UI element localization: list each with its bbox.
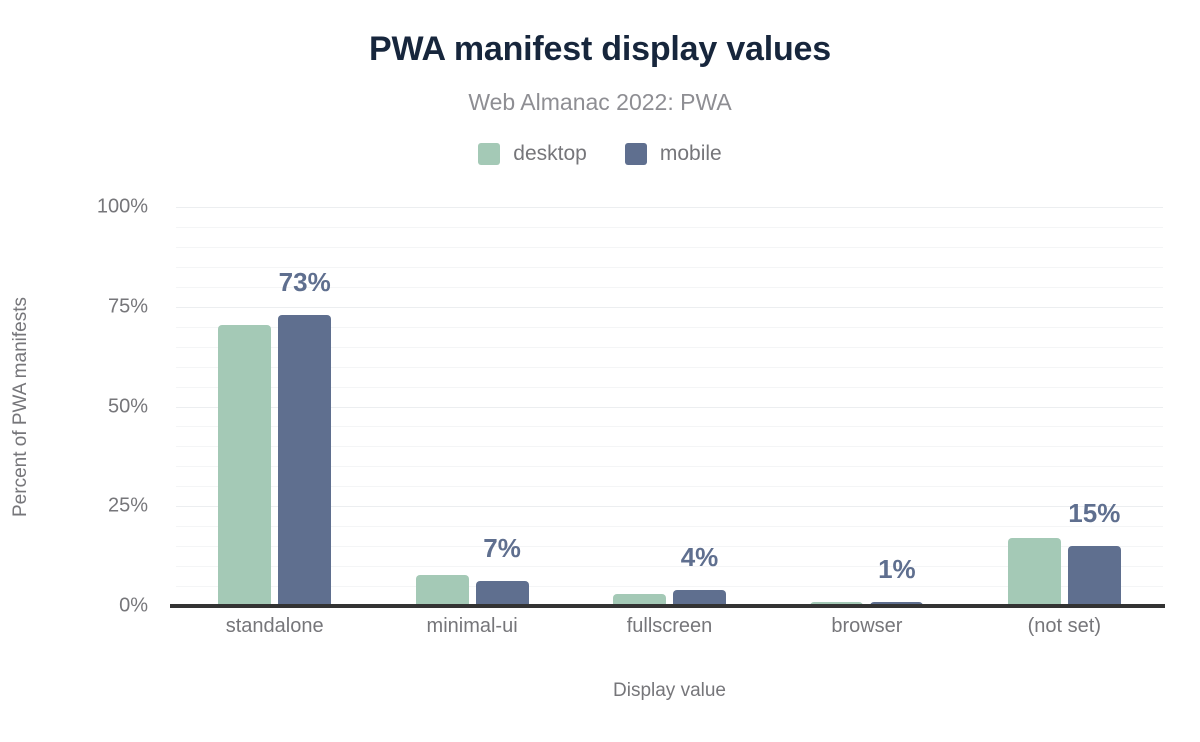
bar-fullscreen-mobile[interactable] (673, 590, 726, 606)
y-axis-tick-label: 75% (107, 295, 148, 318)
chart-legend: desktop mobile (0, 142, 1200, 166)
x-axis-tick-label: browser (831, 615, 903, 637)
gridline-minor (176, 366, 1163, 368)
bar--not-set--desktop[interactable] (1007, 538, 1061, 606)
chart-title: PWA manifest display values (369, 30, 831, 68)
bar-standalone-mobile[interactable] (278, 314, 332, 606)
gridline-major (176, 207, 1163, 208)
gridline-minor (176, 566, 1163, 568)
chart-subtitle: Web Almanac 2022: PWA (468, 89, 732, 115)
gridline-minor (176, 426, 1163, 428)
y-axis-title: Percent of PWA manifests (10, 297, 31, 517)
gridline-minor (176, 266, 1163, 268)
x-axis-title: Display value (613, 680, 726, 701)
x-axis-baseline (170, 604, 1165, 608)
gridline-major (176, 406, 1163, 408)
legend-item-mobile[interactable]: mobile (624, 142, 722, 166)
legend-swatch-icon (624, 143, 647, 165)
gridline-minor (176, 246, 1163, 248)
legend-label: desktop (513, 142, 587, 165)
gridline-minor (176, 486, 1163, 488)
legend-swatch-icon (478, 143, 501, 165)
x-axis-tick-label: standalone (225, 615, 324, 637)
gridline-minor (176, 466, 1163, 468)
y-axis-tick-label: 25% (107, 494, 148, 517)
bar-minimal-ui-mobile[interactable] (475, 580, 529, 606)
bar-value-label: 4% (680, 542, 719, 573)
bar-minimal-ui-desktop[interactable] (415, 574, 469, 606)
bar-value-label: 15% (1068, 498, 1121, 529)
bar-value-label: 7% (483, 532, 521, 563)
y-axis-tick-label: 100% (96, 195, 148, 218)
gridline-minor (176, 526, 1163, 528)
x-axis-tick-label: fullscreen (626, 615, 713, 637)
bar--not-set--mobile[interactable] (1067, 546, 1121, 606)
legend-item-desktop[interactable]: desktop (478, 142, 587, 166)
gridline-minor (176, 386, 1163, 388)
plot-area: 73% 7% 4% 1% 15% (176, 207, 1163, 607)
bar-fullscreen-desktop[interactable] (613, 594, 666, 606)
gridline-minor (176, 586, 1163, 588)
bar-value-label: 1% (878, 554, 916, 584)
y-axis-tick-label: 0% (119, 594, 148, 617)
gridline-minor (176, 546, 1163, 548)
gridline-minor (176, 226, 1163, 228)
y-axis-tick-label: 50% (107, 395, 148, 417)
gridline-minor (176, 326, 1163, 328)
gridline-minor (176, 346, 1163, 348)
legend-label: mobile (659, 142, 722, 165)
gridline-minor (176, 446, 1163, 448)
gridline-major (176, 306, 1163, 308)
gridline-minor (176, 286, 1163, 288)
y-axis-tick-labels: 0% 25% 50% 75% 100% (0, 196, 160, 617)
x-axis-tick-label: (not set) (1027, 615, 1101, 637)
bar-standalone-desktop[interactable] (218, 324, 272, 606)
gridline-major (176, 506, 1163, 508)
x-axis-tick-label: minimal-ui (426, 615, 518, 637)
bar-value-label: 73% (278, 266, 331, 297)
